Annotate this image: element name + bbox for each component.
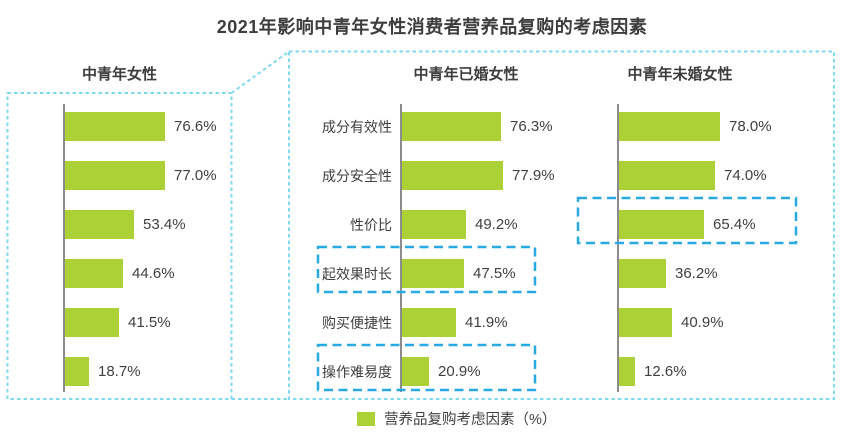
bar-value: 76.6%: [174, 118, 217, 135]
chart-title: 2021年影响中青年女性消费者营养品复购的考虑因素: [216, 17, 648, 37]
category-label: 操作难易度: [322, 364, 392, 380]
bar: [619, 308, 672, 337]
bar-value: 41.5%: [128, 314, 171, 331]
bar: [619, 210, 704, 239]
bar-value: 49.2%: [475, 216, 518, 233]
bar: [65, 308, 119, 337]
bar-value: 77.9%: [512, 167, 555, 184]
bar-value: 44.6%: [132, 265, 175, 282]
axis-line: [617, 104, 619, 392]
bar-value: 12.6%: [644, 363, 687, 380]
legend-swatch: [357, 411, 375, 426]
bar: [402, 357, 429, 386]
bar-value: 20.9%: [438, 363, 481, 380]
bar-value: 41.9%: [465, 314, 508, 331]
bar: [402, 308, 456, 337]
bar: [402, 210, 466, 239]
bar: [619, 259, 666, 288]
legend: 营养品复购考虑因素（%）: [357, 408, 556, 429]
category-label: 成分有效性: [322, 119, 392, 135]
bar: [65, 161, 165, 190]
category-label: 性价比: [350, 217, 392, 233]
bar-value: 78.0%: [729, 118, 772, 135]
bar: [65, 259, 123, 288]
bar-value: 74.0%: [724, 167, 767, 184]
bar-value: 53.4%: [143, 216, 186, 233]
bar-value: 65.4%: [713, 216, 756, 233]
bar: [619, 112, 720, 141]
category-label: 起效果时长: [322, 266, 392, 282]
legend-label: 营养品复购考虑因素（%）: [384, 412, 557, 428]
category-label: 购买便捷性: [322, 315, 392, 331]
bar: [402, 259, 464, 288]
bar-value: 76.3%: [510, 118, 553, 135]
bar-value: 36.2%: [675, 265, 718, 282]
bar: [619, 161, 715, 190]
bar: [65, 357, 89, 386]
axis-line: [63, 104, 65, 392]
category-label: 成分安全性: [322, 168, 392, 184]
bar: [402, 112, 501, 141]
bar: [402, 161, 503, 190]
axis-line: [400, 104, 402, 392]
panel-title-overall: 中青年女性: [81, 66, 157, 83]
bar: [65, 210, 134, 239]
bar-value: 18.7%: [98, 363, 141, 380]
bar-value: 77.0%: [174, 167, 217, 184]
bar-value: 47.5%: [473, 265, 516, 282]
bar: [619, 357, 635, 386]
bar: [65, 112, 165, 141]
bar-value: 40.9%: [681, 314, 724, 331]
